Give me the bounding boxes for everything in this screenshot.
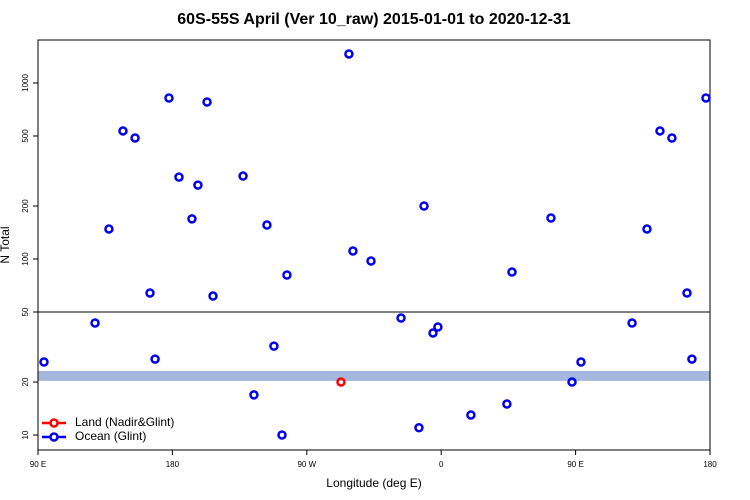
y-tick-label: 1000 xyxy=(21,74,30,92)
point xyxy=(208,291,218,301)
x-tick-label: 90 E xyxy=(567,460,583,469)
point xyxy=(344,49,354,59)
point xyxy=(282,270,292,280)
point xyxy=(269,341,279,351)
point xyxy=(682,288,692,298)
point xyxy=(336,377,346,387)
point xyxy=(428,328,438,338)
point xyxy=(655,126,665,136)
x-tick-label: 180 xyxy=(166,460,180,469)
point xyxy=(419,201,429,211)
x-tick-label: 0 xyxy=(439,460,444,469)
x-tick-label: 90 W xyxy=(297,460,316,469)
band xyxy=(38,371,710,381)
plot-frame xyxy=(37,39,711,451)
point xyxy=(104,224,114,234)
y-tick-label: 20 xyxy=(21,377,30,386)
point xyxy=(687,354,697,364)
legend-label: Land (Nadir&Glint) xyxy=(75,415,174,429)
y-tick-label: 50 xyxy=(21,307,30,316)
x-tick-label: 180 xyxy=(703,460,717,469)
legend-label: Ocean (Glint) xyxy=(75,429,146,443)
point xyxy=(701,93,711,103)
point xyxy=(164,93,174,103)
point xyxy=(348,246,358,256)
x-axis-label: Longitude (deg E) xyxy=(326,476,421,490)
point xyxy=(667,133,677,143)
point xyxy=(396,313,406,323)
x-tick-label: 90 E xyxy=(30,460,46,469)
chart-title: 60S-55S April (Ver 10_raw) 2015-01-01 to… xyxy=(177,11,571,28)
legend-marker xyxy=(49,418,59,428)
point xyxy=(576,357,586,367)
y-tick-label: 10 xyxy=(21,430,30,439)
point xyxy=(433,322,443,332)
point xyxy=(262,220,272,230)
point xyxy=(366,256,376,266)
point xyxy=(507,267,517,277)
y-tick-label: 200 xyxy=(21,199,30,213)
y-axis-label: N Total xyxy=(0,226,12,263)
point xyxy=(90,318,100,328)
point xyxy=(414,422,424,433)
point xyxy=(187,214,197,224)
point xyxy=(130,133,140,143)
legend-marker xyxy=(49,432,59,442)
point xyxy=(627,318,637,328)
point xyxy=(202,97,212,107)
point xyxy=(118,126,128,136)
y-tick-label: 500 xyxy=(21,129,30,143)
point xyxy=(249,390,259,400)
y-tick-label: 100 xyxy=(21,252,30,266)
point xyxy=(567,377,577,387)
point xyxy=(150,354,160,364)
point xyxy=(502,399,512,409)
point xyxy=(546,213,556,223)
point xyxy=(466,410,476,420)
point xyxy=(39,357,49,367)
point xyxy=(277,430,287,440)
point xyxy=(642,224,652,234)
point xyxy=(238,171,248,181)
point xyxy=(174,172,184,182)
point xyxy=(145,288,155,298)
point xyxy=(193,180,203,190)
